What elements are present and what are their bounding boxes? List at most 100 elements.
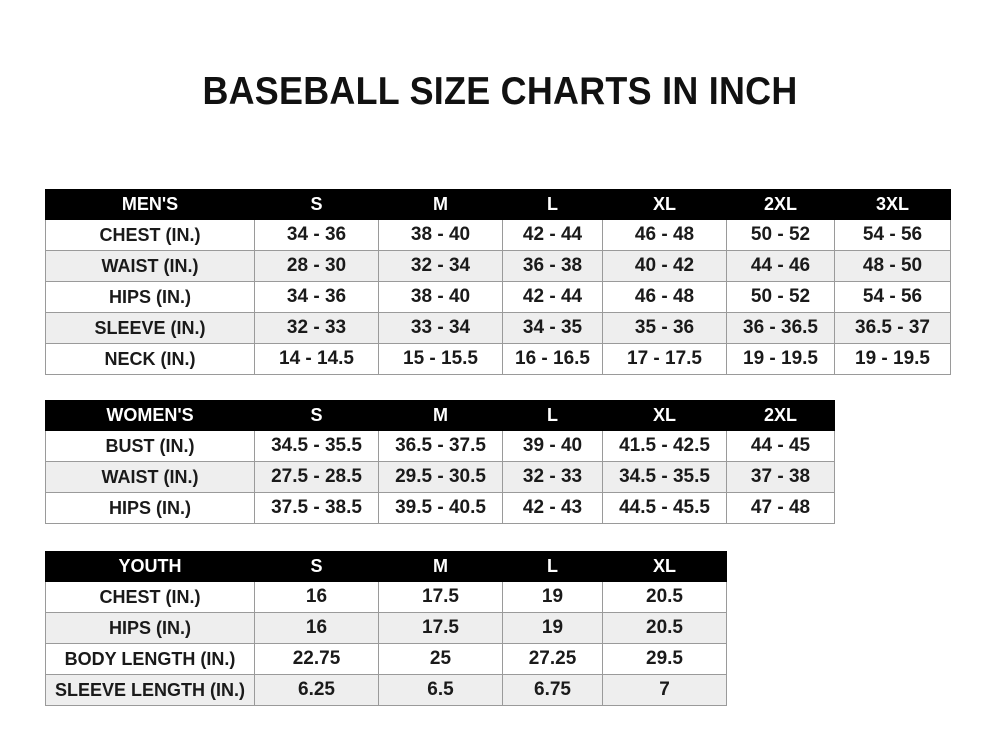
size-value: 44 - 46 [726, 250, 835, 282]
size-value: 20.5 [602, 612, 727, 644]
size-value: 46 - 48 [602, 219, 727, 251]
size-value: 19 [502, 612, 603, 644]
table-row: NECK (IN.) 14 - 14.5 15 - 15.5 16 - 16.5 17 … [45, 343, 951, 375]
table-row: WAIST (IN.) 27.5 - 28.5 29.5 - 30.5 32 - 33… [45, 461, 835, 493]
page-title: BASEBALL SIZE CHARTS IN INCH [202, 70, 798, 113]
table-row: CHEST (IN.) 16 17.5 19 20.5 [45, 581, 727, 613]
size-value: 16 - 16.5 [502, 343, 603, 375]
size-value: 40 - 42 [602, 250, 727, 282]
size-value: 36 - 38 [502, 250, 603, 282]
size-header: M [378, 189, 503, 220]
mens-size-table: MEN'S S M L XL 2XL 3XL CHEST (IN.) 34 - 36 38 - 4… [45, 189, 951, 375]
size-value: 41.5 - 42.5 [602, 430, 727, 462]
size-value: 32 - 33 [254, 312, 379, 344]
size-value: 17 - 17.5 [602, 343, 727, 375]
measurement-label: HIPS (IN.) [45, 492, 255, 524]
size-value: 50 - 52 [726, 219, 835, 251]
size-header: 3XL [834, 189, 951, 220]
size-header: S [254, 551, 379, 582]
size-header: XL [602, 551, 727, 582]
measurement-label: BUST (IN.) [45, 430, 255, 462]
size-value: 42 - 44 [502, 219, 603, 251]
size-value: 29.5 [602, 643, 727, 675]
size-value: 39.5 - 40.5 [378, 492, 503, 524]
size-header: M [378, 551, 503, 582]
size-value: 38 - 40 [378, 219, 503, 251]
size-header: M [378, 400, 503, 431]
size-value: 35 - 36 [602, 312, 727, 344]
header-row: WOMEN'S S M L XL 2XL [45, 400, 835, 431]
size-value: 6.75 [502, 674, 603, 706]
size-value: 17.5 [378, 581, 503, 613]
table-category-header: YOUTH [45, 551, 255, 582]
table-row: BODY LENGTH (IN.) 22.75 25 27.25 29.5 [45, 643, 727, 675]
size-value: 34 - 35 [502, 312, 603, 344]
size-header: XL [602, 189, 727, 220]
size-value: 47 - 48 [726, 492, 835, 524]
size-value: 7 [602, 674, 727, 706]
table-category-header: WOMEN'S [45, 400, 255, 431]
size-value: 27.5 - 28.5 [254, 461, 379, 493]
measurement-label: WAIST (IN.) [45, 461, 255, 493]
size-value: 39 - 40 [502, 430, 603, 462]
size-value: 19 - 19.5 [834, 343, 951, 375]
womens-size-table: WOMEN'S S M L XL 2XL BUST (IN.) 34.5 - 35.5 36.5… [45, 400, 835, 524]
size-value: 42 - 44 [502, 281, 603, 313]
size-header: 2XL [726, 400, 835, 431]
size-value: 38 - 40 [378, 281, 503, 313]
size-value: 28 - 30 [254, 250, 379, 282]
size-value: 20.5 [602, 581, 727, 613]
size-value: 27.25 [502, 643, 603, 675]
size-value: 44 - 45 [726, 430, 835, 462]
size-value: 42 - 43 [502, 492, 603, 524]
measurement-label: NECK (IN.) [45, 343, 255, 375]
size-value: 36.5 - 37.5 [378, 430, 503, 462]
size-value: 34 - 36 [254, 219, 379, 251]
measurement-label: SLEEVE LENGTH (IN.) [45, 674, 255, 706]
measurement-label: WAIST (IN.) [45, 250, 255, 282]
size-value: 16 [254, 581, 379, 613]
size-value: 6.5 [378, 674, 503, 706]
size-value: 36.5 - 37 [834, 312, 951, 344]
size-value: 25 [378, 643, 503, 675]
size-value: 50 - 52 [726, 281, 835, 313]
size-header: L [502, 400, 603, 431]
size-value: 46 - 48 [602, 281, 727, 313]
size-value: 16 [254, 612, 379, 644]
size-value: 37 - 38 [726, 461, 835, 493]
size-value: 19 - 19.5 [726, 343, 835, 375]
size-value: 54 - 56 [834, 281, 951, 313]
header-row: YOUTH S M L XL [45, 551, 727, 582]
table-row: HIPS (IN.) 37.5 - 38.5 39.5 - 40.5 42 - 43 4… [45, 492, 835, 524]
size-value: 54 - 56 [834, 219, 951, 251]
size-header: XL [602, 400, 727, 431]
table-row: WAIST (IN.) 28 - 30 32 - 34 36 - 38 40 - 42 4… [45, 250, 951, 282]
table-row: CHEST (IN.) 34 - 36 38 - 40 42 - 44 46 - 48 5… [45, 219, 951, 251]
size-value: 19 [502, 581, 603, 613]
measurement-label: HIPS (IN.) [45, 281, 255, 313]
size-value: 34.5 - 35.5 [602, 461, 727, 493]
size-header: S [254, 189, 379, 220]
size-value: 44.5 - 45.5 [602, 492, 727, 524]
size-value: 29.5 - 30.5 [378, 461, 503, 493]
table-row: BUST (IN.) 34.5 - 35.5 36.5 - 37.5 39 - 40 4… [45, 430, 835, 462]
size-value: 14 - 14.5 [254, 343, 379, 375]
size-value: 22.75 [254, 643, 379, 675]
table-row: SLEEVE LENGTH (IN.) 6.25 6.5 6.75 7 [45, 674, 727, 706]
table-row: HIPS (IN.) 34 - 36 38 - 40 42 - 44 46 - 48 50… [45, 281, 951, 313]
size-value: 34 - 36 [254, 281, 379, 313]
size-value: 15 - 15.5 [378, 343, 503, 375]
size-value: 33 - 34 [378, 312, 503, 344]
size-value: 6.25 [254, 674, 379, 706]
size-value: 17.5 [378, 612, 503, 644]
size-value: 48 - 50 [834, 250, 951, 282]
measurement-label: HIPS (IN.) [45, 612, 255, 644]
size-value: 32 - 33 [502, 461, 603, 493]
size-header: S [254, 400, 379, 431]
size-value: 37.5 - 38.5 [254, 492, 379, 524]
table-category-header: MEN'S [45, 189, 255, 220]
size-header: L [502, 189, 603, 220]
size-header: L [502, 551, 603, 582]
youth-size-table: YOUTH S M L XL CHEST (IN.) 16 17.5 19 20.5 HIPS (I… [45, 551, 727, 706]
size-header: 2XL [726, 189, 835, 220]
